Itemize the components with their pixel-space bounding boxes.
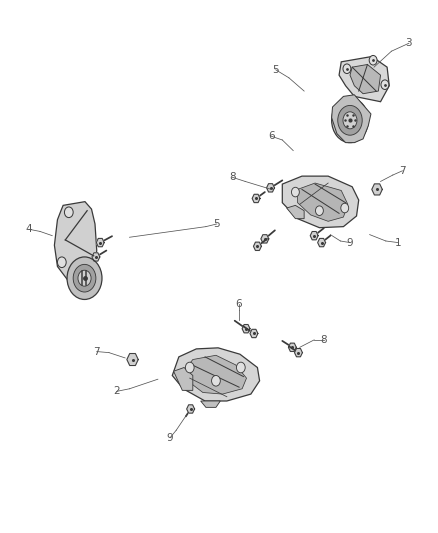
Polygon shape [261,235,269,243]
Circle shape [78,270,91,286]
Polygon shape [254,242,261,251]
Circle shape [237,362,245,373]
Circle shape [338,106,362,135]
Polygon shape [350,64,381,94]
Polygon shape [173,368,193,390]
Circle shape [64,207,73,217]
Polygon shape [92,253,100,261]
Text: 8: 8 [321,335,327,345]
Polygon shape [185,356,247,394]
Polygon shape [310,231,318,240]
Circle shape [315,206,323,215]
Circle shape [73,264,96,292]
Polygon shape [283,176,359,228]
Text: 7: 7 [399,166,406,176]
Text: 3: 3 [406,38,412,48]
Circle shape [343,112,357,129]
Text: 2: 2 [113,386,120,397]
Polygon shape [294,349,302,357]
Polygon shape [287,205,304,219]
Polygon shape [127,353,138,366]
Circle shape [343,64,351,74]
Polygon shape [250,329,258,337]
Polygon shape [96,238,104,247]
Polygon shape [372,184,382,195]
Circle shape [57,257,66,268]
Text: 9: 9 [167,433,173,443]
Polygon shape [297,183,348,221]
Polygon shape [318,238,325,247]
Circle shape [332,98,368,143]
Circle shape [212,375,220,386]
Polygon shape [339,56,389,102]
Text: 9: 9 [346,238,353,247]
Polygon shape [332,95,371,143]
Polygon shape [172,348,260,401]
Text: 6: 6 [235,298,242,309]
Circle shape [381,80,389,90]
Text: 8: 8 [229,172,235,182]
Polygon shape [201,401,220,407]
Polygon shape [187,405,194,413]
Polygon shape [54,201,97,281]
Polygon shape [242,325,250,333]
Text: 5: 5 [272,65,279,75]
Polygon shape [252,195,260,203]
Circle shape [291,187,299,197]
Text: 4: 4 [26,224,32,235]
Text: 1: 1 [395,238,401,247]
Circle shape [185,362,194,373]
Text: 5: 5 [213,219,220,229]
Circle shape [67,257,102,300]
Polygon shape [288,343,296,351]
Polygon shape [267,184,275,192]
Text: 6: 6 [268,131,275,141]
Circle shape [341,203,349,213]
Circle shape [369,55,377,65]
Text: 7: 7 [93,346,100,357]
